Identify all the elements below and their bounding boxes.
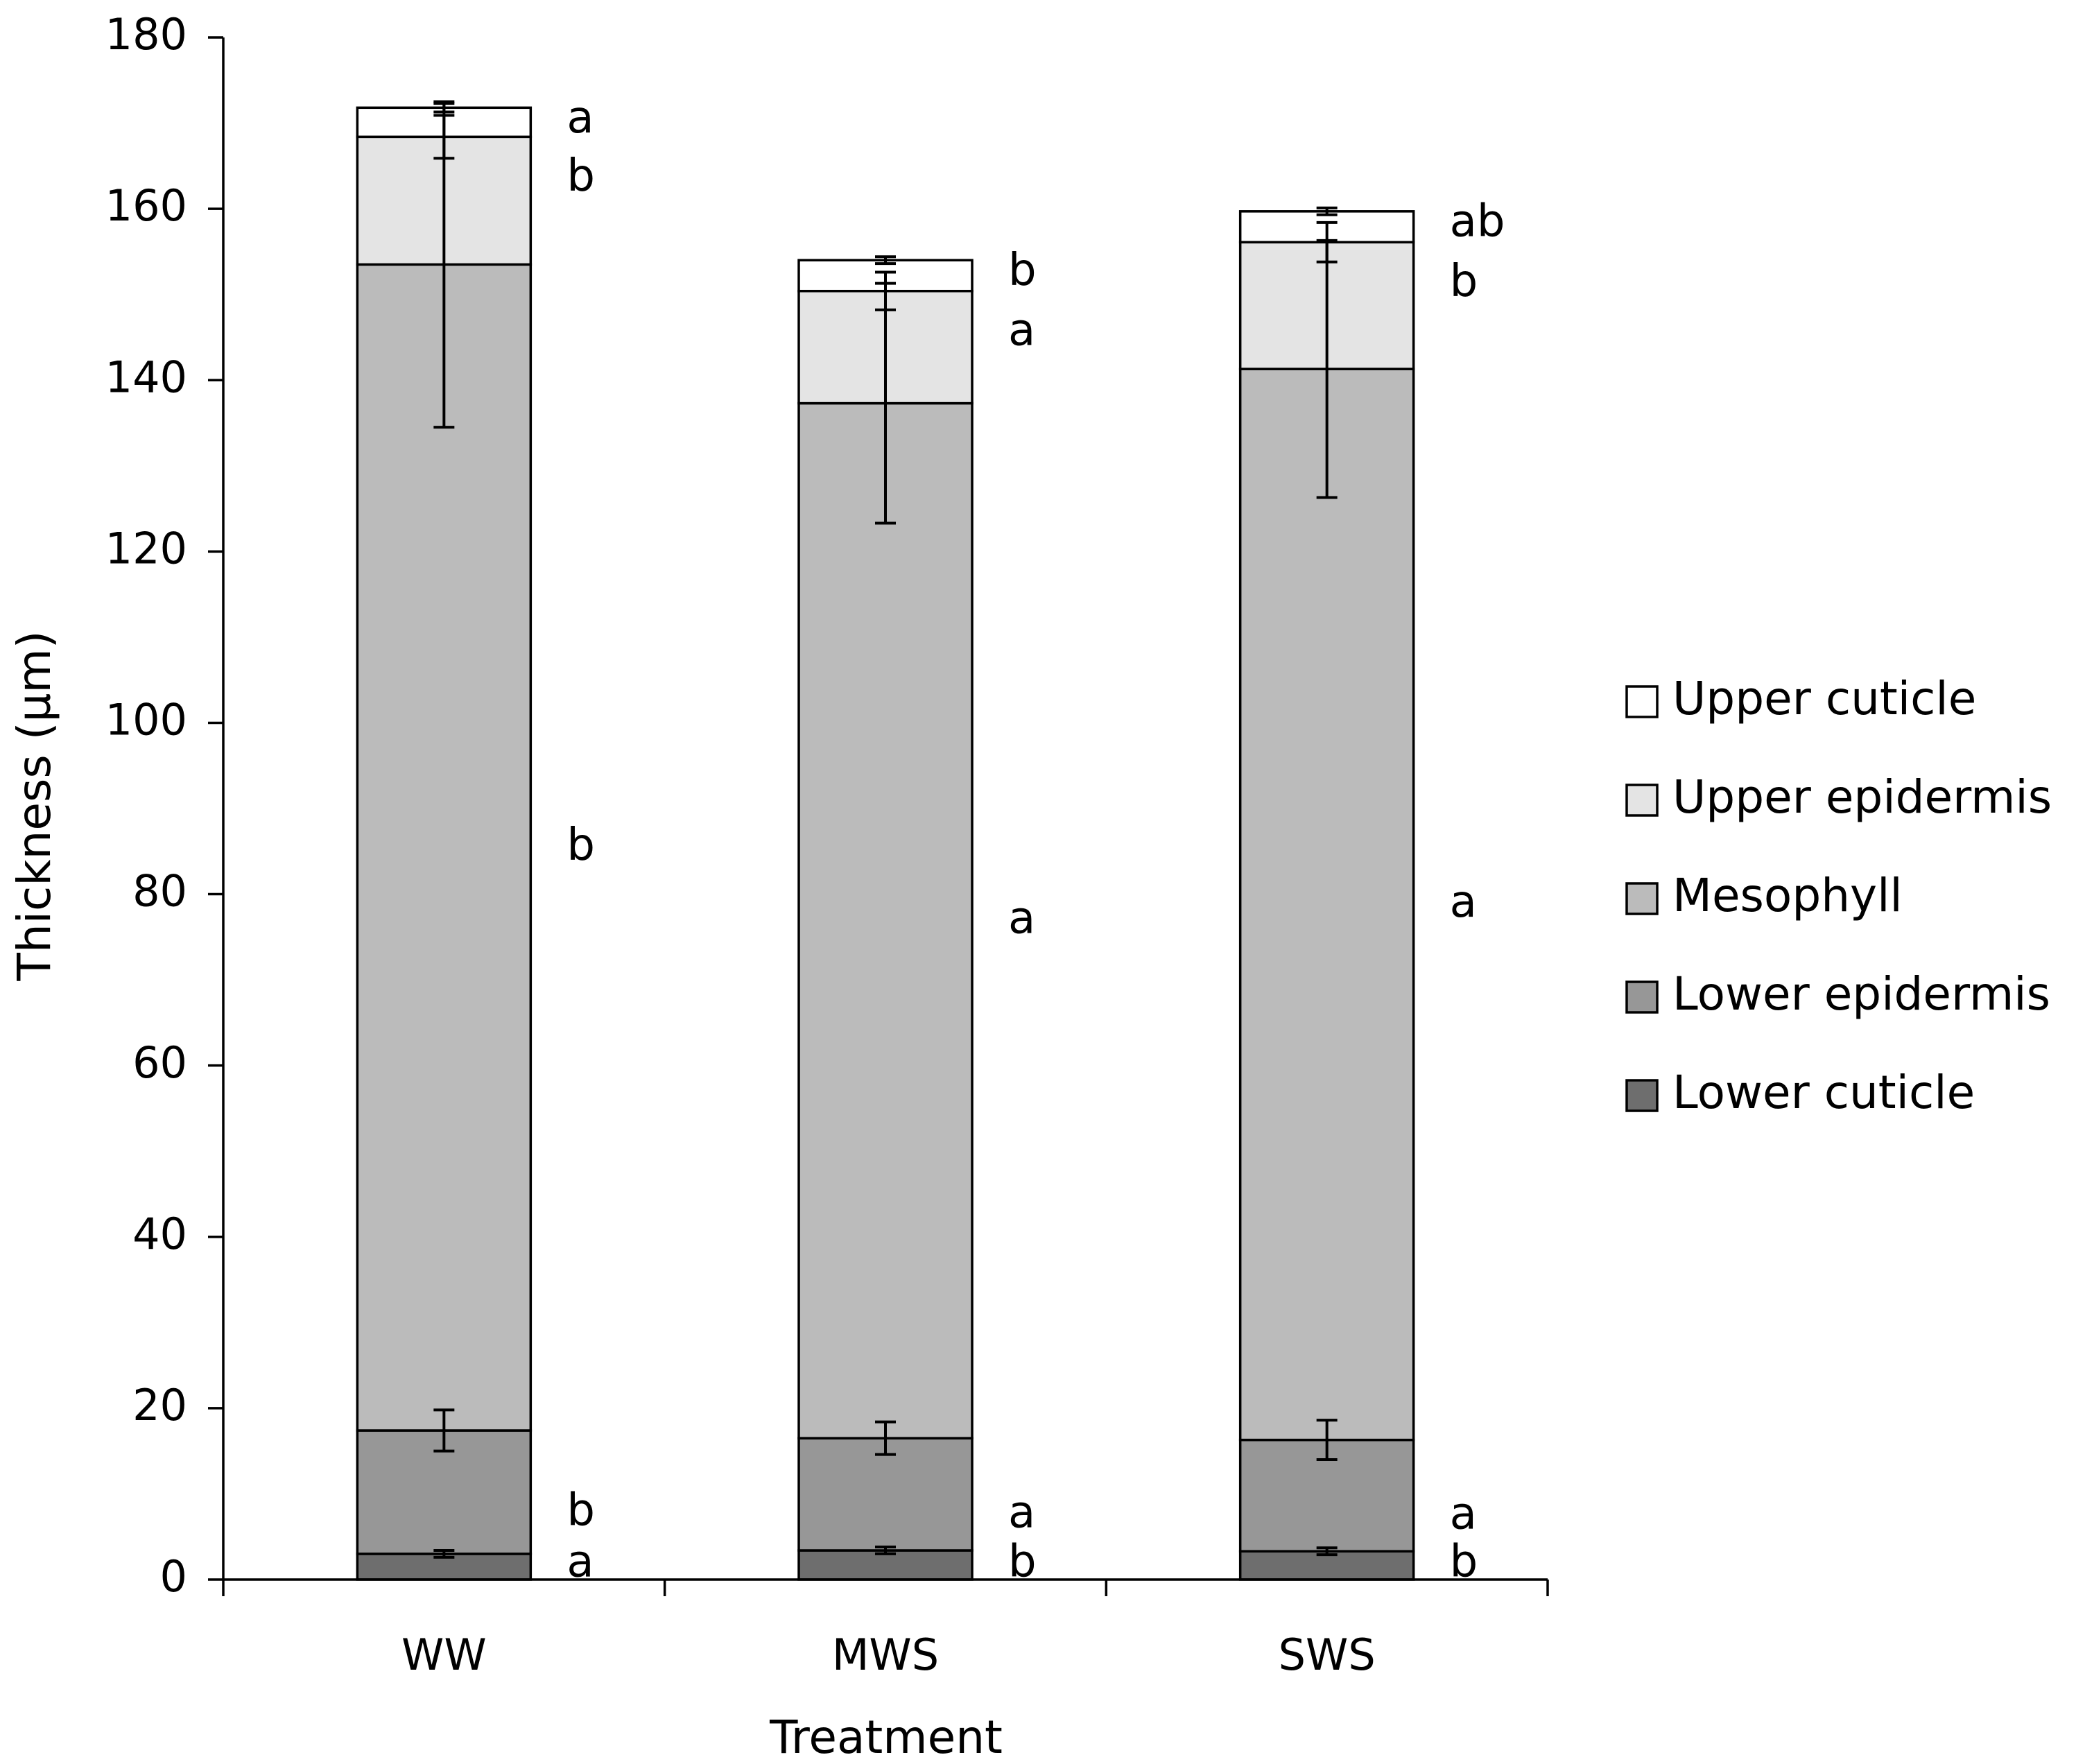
y-tick-label-0: 0: [160, 1551, 187, 1602]
bar-ww-mesophyll: [356, 263, 533, 1432]
significance-letter-sws-mesophyll: a: [1450, 876, 1477, 928]
x-axis-title: Treatment: [769, 1711, 1003, 1764]
significance-letter-mws-upper-epidermis: a: [1008, 304, 1035, 356]
axes-layer: 0 20 40 60 80 100 120 140 160 180 WW MWS SWS: [105, 9, 1549, 1680]
y-tick-label-140: 140: [105, 352, 187, 402]
error-bars-layer: [433, 100, 1338, 1559]
significance-letter-mws-mesophyll: a: [1008, 892, 1035, 944]
legend-swatch-lower-cuticle: [1625, 1079, 1659, 1112]
bar-sws-mesophyll: [1238, 368, 1415, 1442]
y-tick-label-120: 120: [105, 523, 187, 573]
x-tick-label-mws: MWS: [832, 1629, 939, 1680]
significance-letter-ww-upper-epidermis: b: [566, 150, 595, 202]
y-tick-label-80: 80: [132, 866, 187, 917]
legend: Upper cuticle Upper epidermis Mesophyll Low…: [1625, 672, 2052, 1119]
legend-label-lower-cuticle: Lower cuticle: [1672, 1066, 1975, 1119]
legend-swatch-lower-epidermis: [1625, 980, 1659, 1014]
y-tick-label-20: 20: [132, 1380, 187, 1430]
legend-label-lower-epidermis: Lower epidermis: [1672, 967, 2050, 1021]
legend-label-mesophyll: Mesophyll: [1672, 869, 1903, 922]
significance-letter-sws-lower-epidermis: a: [1450, 1488, 1477, 1539]
legend-swatch-upper-epidermis: [1625, 784, 1659, 817]
y-tick-label-160: 160: [105, 180, 187, 231]
y-tick-label-180: 180: [105, 9, 187, 60]
significance-letter-mws-lower-epidermis: a: [1008, 1487, 1035, 1539]
significance-letter-sws-upper-cuticle: ab: [1450, 196, 1505, 247]
legend-label-upper-epidermis: Upper epidermis: [1672, 770, 2052, 824]
significance-letter-ww-mesophyll: b: [566, 820, 595, 871]
significance-letter-ww-lower-epidermis: b: [566, 1485, 595, 1537]
significance-letter-sws-upper-epidermis: b: [1450, 256, 1478, 307]
y-tick-label-40: 40: [132, 1209, 187, 1259]
legend-swatch-upper-cuticle: [1625, 685, 1659, 718]
y-tick-label-100: 100: [105, 695, 187, 745]
x-tick-label-sws: SWS: [1279, 1629, 1376, 1680]
y-axis-title: Thickness (µm): [8, 631, 61, 982]
legend-swatch-mesophyll: [1625, 882, 1659, 915]
legend-label-upper-cuticle: Upper cuticle: [1672, 672, 1976, 725]
significance-letter-ww-upper-cuticle: a: [566, 92, 594, 144]
x-tick-label-ww: WW: [401, 1629, 487, 1680]
bar-mws-lower-cuticle: [797, 1549, 974, 1581]
y-tick-label-60: 60: [132, 1037, 187, 1088]
significance-letter-mws-upper-cuticle: b: [1008, 245, 1037, 296]
bar-mws-mesophyll: [797, 401, 974, 1439]
